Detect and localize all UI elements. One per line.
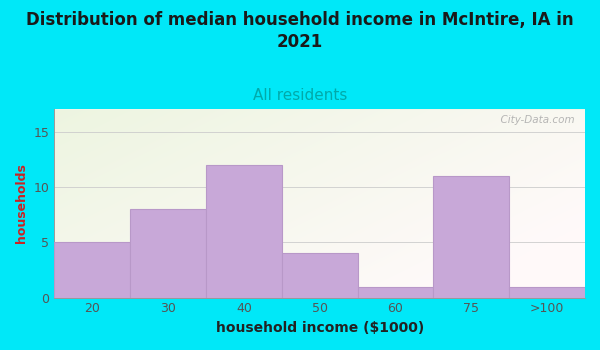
X-axis label: household income ($1000): household income ($1000) xyxy=(215,321,424,335)
Bar xyxy=(130,209,206,298)
Y-axis label: households: households xyxy=(15,163,28,244)
Bar xyxy=(54,242,130,298)
Bar xyxy=(282,253,358,298)
Bar xyxy=(433,176,509,298)
Text: City-Data.com: City-Data.com xyxy=(494,115,574,125)
Bar xyxy=(509,287,585,298)
Text: Distribution of median household income in McIntire, IA in
2021: Distribution of median household income … xyxy=(26,10,574,51)
Bar xyxy=(206,165,282,298)
Bar xyxy=(358,287,433,298)
Text: All residents: All residents xyxy=(253,88,347,103)
